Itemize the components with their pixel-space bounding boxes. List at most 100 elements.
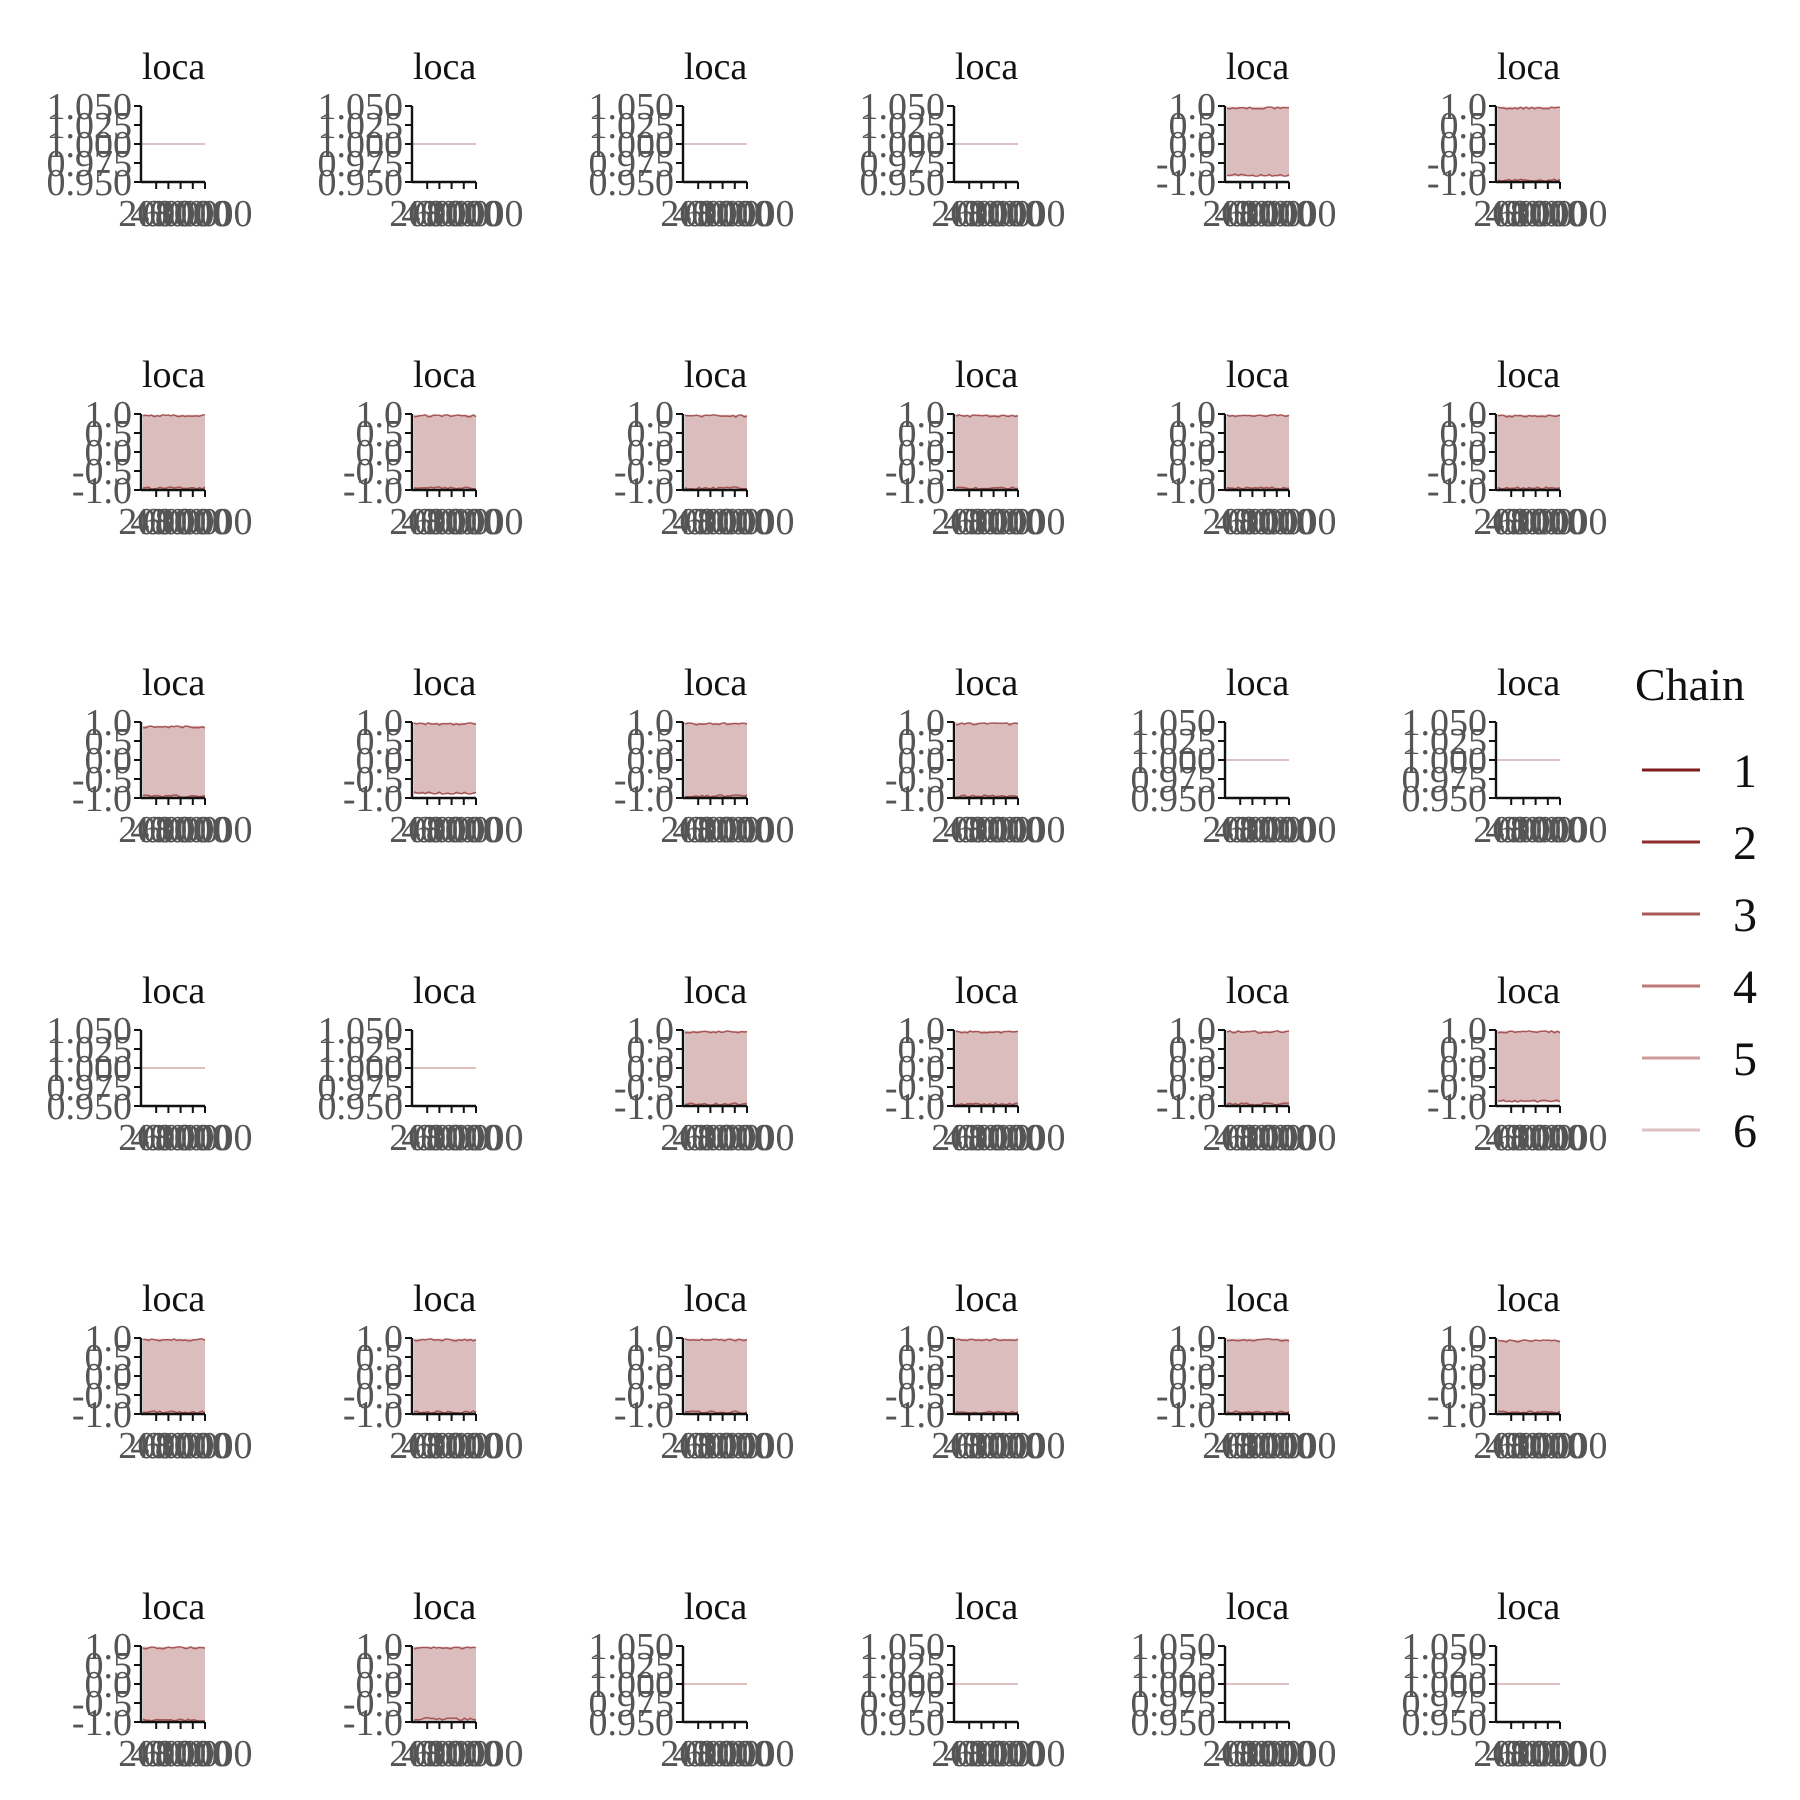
y-tick-label: -0.5 xyxy=(885,759,945,801)
x-tick-label: 10000 xyxy=(1242,1425,1337,1467)
y-tick-label: -0.5 xyxy=(1156,451,1216,493)
facet-title: loca xyxy=(684,354,747,396)
trace-edge xyxy=(684,1338,748,1342)
y-tick-label: 0.5 xyxy=(356,1337,404,1379)
x-tick-label: 2000 xyxy=(931,1117,1007,1159)
y-tick-label: 1.0 xyxy=(898,1010,946,1052)
y-tick-label: -1.0 xyxy=(614,778,674,820)
y-tick-label: -0.5 xyxy=(614,759,674,801)
x-tick-label: 2000 xyxy=(1202,809,1278,851)
x-tick-label: 2000 xyxy=(1473,193,1549,235)
x-tick-label: 4000 xyxy=(943,501,1019,543)
y-tick-label: 0.5 xyxy=(627,1029,675,1071)
x-tick-label: 8000 xyxy=(1239,193,1315,235)
facet-title: loca xyxy=(142,46,205,88)
y-tick-label: 0.0 xyxy=(1440,124,1488,166)
x-tick-label: 8000 xyxy=(155,809,231,851)
trace-band xyxy=(414,414,476,490)
y-tick-label: 0.5 xyxy=(1440,413,1488,455)
x-tick-label: 4000 xyxy=(401,193,477,235)
trace-band xyxy=(685,1030,747,1106)
y-tick-label: 0.0 xyxy=(85,432,133,474)
x-tick-label: 6000 xyxy=(956,1425,1032,1467)
facet-title: loca xyxy=(413,1278,476,1320)
trace-edge xyxy=(955,1338,1019,1342)
x-tick-label: 10000 xyxy=(700,1117,795,1159)
trace-edge xyxy=(1226,106,1290,110)
x-tick-label: 8000 xyxy=(1239,1733,1315,1775)
x-tick-label: 2000 xyxy=(931,501,1007,543)
facet-panel: loca1.0501.0251.0000.9750.95020004000600… xyxy=(589,46,795,235)
x-tick-label: 8000 xyxy=(697,193,773,235)
y-tick-label: -1.0 xyxy=(72,1394,132,1436)
x-tick-label: 4000 xyxy=(672,809,748,851)
trace-band xyxy=(414,1646,476,1721)
facet-title: loca xyxy=(684,662,747,704)
y-tick-label: 0.950 xyxy=(860,162,946,204)
y-tick-label: 1.0 xyxy=(898,394,946,436)
facet-title: loca xyxy=(955,46,1018,88)
facet-title: loca xyxy=(413,354,476,396)
facet-panel: loca1.00.50.0-0.5-1.02000400060008000100… xyxy=(614,970,795,1159)
facet-panel: loca1.0501.0251.0000.9750.95020004000600… xyxy=(47,970,253,1159)
x-tick-label: 8000 xyxy=(968,1117,1044,1159)
x-tick-label: 10000 xyxy=(158,193,253,235)
x-tick-label: 4000 xyxy=(1214,1425,1290,1467)
trace-band xyxy=(956,414,1018,490)
x-tick-label: 6000 xyxy=(143,1425,219,1467)
y-tick-label: 1.0 xyxy=(1440,86,1488,128)
trace-edge xyxy=(684,722,748,726)
x-tick-label: 8000 xyxy=(697,809,773,851)
x-tick-label: 10000 xyxy=(1242,1733,1337,1775)
facet-title: loca xyxy=(955,1278,1018,1320)
facet-panel: loca1.0501.0251.0000.9750.95020004000600… xyxy=(318,46,524,235)
facet-panel: loca1.00.50.0-0.5-1.02000400060008000100… xyxy=(343,662,524,851)
y-tick-label: 1.000 xyxy=(860,1664,946,1706)
x-tick-label: 8000 xyxy=(697,1733,773,1775)
x-tick-label: 8000 xyxy=(968,193,1044,235)
x-tick-label: 6000 xyxy=(1227,809,1303,851)
y-tick-label: 1.025 xyxy=(860,105,946,147)
x-tick-label: 6000 xyxy=(1498,1733,1574,1775)
trace-edge xyxy=(684,1102,748,1106)
y-tick-label: 1.0 xyxy=(627,1010,675,1052)
x-tick-label: 2000 xyxy=(389,1733,465,1775)
y-tick-label: 0.5 xyxy=(627,1337,675,1379)
y-tick-label: 0.5 xyxy=(356,721,404,763)
y-tick-label: 0.950 xyxy=(47,1086,133,1128)
y-tick-label: 1.000 xyxy=(589,1664,675,1706)
trace-edge xyxy=(142,725,206,729)
trace-edge xyxy=(1226,1030,1290,1034)
y-tick-label: 0.0 xyxy=(627,740,675,782)
y-tick-label: 0.950 xyxy=(318,1086,404,1128)
y-tick-label: 0.5 xyxy=(898,413,946,455)
x-tick-label: 8000 xyxy=(1510,1117,1586,1159)
y-tick-label: 0.0 xyxy=(1169,1356,1217,1398)
x-tick-label: 4000 xyxy=(401,1425,477,1467)
x-tick-label: 10000 xyxy=(1513,809,1608,851)
x-tick-label: 6000 xyxy=(1227,1733,1303,1775)
x-tick-label: 4000 xyxy=(672,1733,748,1775)
trace-band xyxy=(143,414,205,490)
facet-panel: loca1.00.50.0-0.5-1.02000400060008000100… xyxy=(1156,46,1337,235)
y-tick-label: 0.5 xyxy=(1169,1337,1217,1379)
x-tick-label: 8000 xyxy=(155,1733,231,1775)
y-tick-label: 0.975 xyxy=(1131,759,1217,801)
x-tick-label: 8000 xyxy=(426,193,502,235)
facet-title: loca xyxy=(955,354,1018,396)
y-tick-label: 1.025 xyxy=(1402,1645,1488,1687)
x-tick-label: 6000 xyxy=(414,809,490,851)
x-tick-label: 2000 xyxy=(389,809,465,851)
trace-edge xyxy=(142,1410,206,1415)
facet-title: loca xyxy=(684,46,747,88)
x-tick-label: 8000 xyxy=(426,501,502,543)
y-tick-label: 1.0 xyxy=(1440,394,1488,436)
x-tick-label: 10000 xyxy=(971,1117,1066,1159)
y-tick-label: 1.050 xyxy=(860,1626,946,1668)
facet-panel: loca1.00.50.0-0.5-1.02000400060008000100… xyxy=(72,354,253,543)
y-tick-label: 1.000 xyxy=(318,1048,404,1090)
facet-panel: loca1.0501.0251.0000.9750.95020004000600… xyxy=(860,1586,1066,1775)
y-tick-label: 0.950 xyxy=(589,162,675,204)
trace-edge xyxy=(1226,414,1290,418)
facet-title: loca xyxy=(1226,46,1289,88)
